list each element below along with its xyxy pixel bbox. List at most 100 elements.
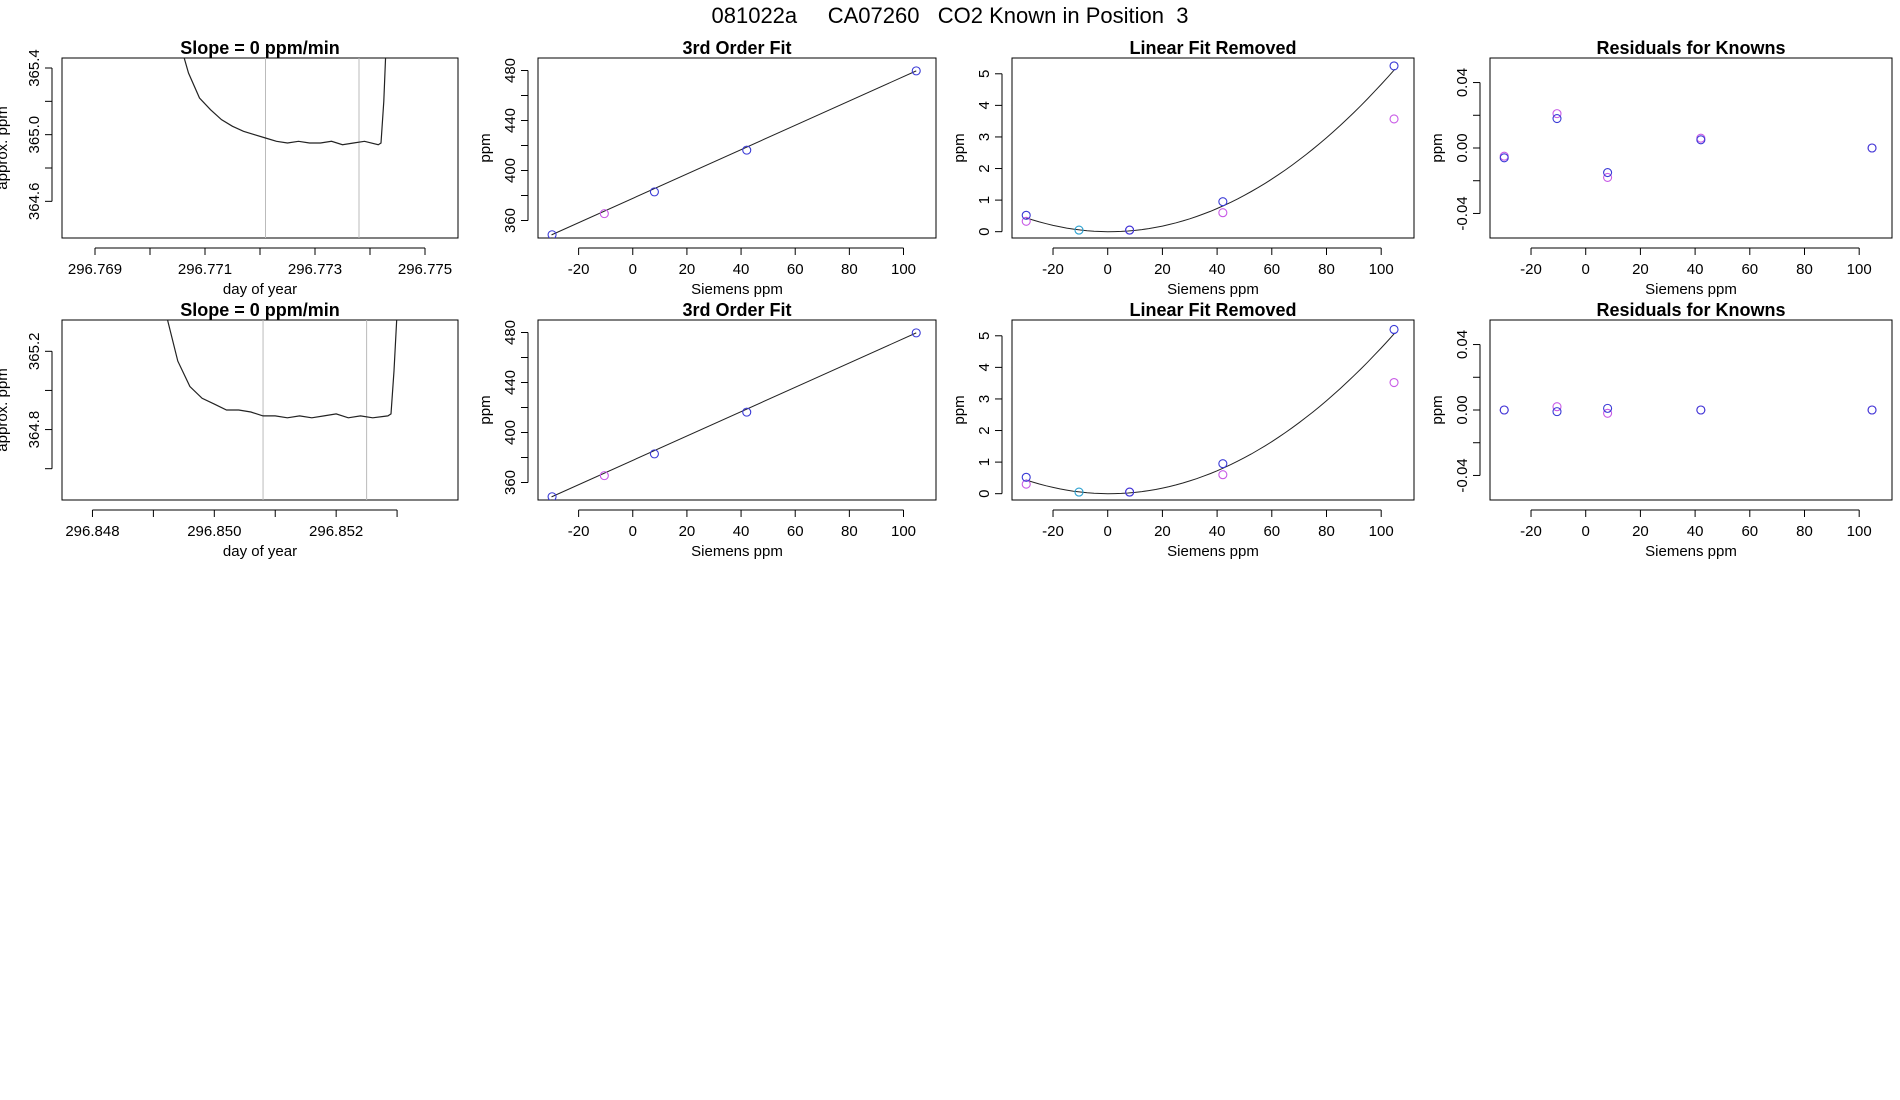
x-tick-label: -20 xyxy=(568,261,590,278)
x-tick-label: 40 xyxy=(1209,523,1226,540)
chart-title: Linear Fit Removed xyxy=(1129,38,1296,58)
data-point xyxy=(1603,172,1613,183)
y-tick-label: 0.04 xyxy=(1454,330,1471,359)
data-point xyxy=(599,471,609,481)
x-tick-label: 40 xyxy=(1687,523,1704,540)
y-tick-label: 5 xyxy=(976,70,993,78)
x-tick-label: 80 xyxy=(1796,261,1813,278)
x-tick-label: 60 xyxy=(787,523,804,540)
data-point xyxy=(742,407,752,417)
data-point xyxy=(1603,403,1613,413)
x-tick-label: 296.848 xyxy=(65,523,119,540)
data-point xyxy=(1499,153,1509,163)
x-tick-label: -20 xyxy=(1042,261,1064,278)
x-tick-label: 296.775 xyxy=(398,261,452,278)
data-point xyxy=(1603,408,1613,418)
x-tick-label: 60 xyxy=(1741,523,1758,540)
x-tick-label: -20 xyxy=(1042,523,1064,540)
data-point xyxy=(1389,324,1399,335)
data-point xyxy=(911,328,921,338)
data-point xyxy=(1696,135,1706,145)
data-point xyxy=(1552,402,1562,412)
plot-frame xyxy=(61,319,459,501)
plot-area xyxy=(547,66,921,238)
y-tick-label: 0 xyxy=(976,228,993,236)
chart-r2-resid: Residuals for Knowns Siemens ppm ppm -20 0 20… xyxy=(1429,300,1893,560)
x-tick-label: 296.850 xyxy=(187,523,241,540)
y-tick-label: 365.0 xyxy=(26,116,43,154)
plot-area xyxy=(1021,324,1399,497)
y-tick-label: 2 xyxy=(976,426,993,434)
plot-area xyxy=(547,328,921,500)
x-tick-label: 40 xyxy=(1687,261,1704,278)
data-point xyxy=(911,66,921,76)
x-axis-label: Siemens ppm xyxy=(1645,281,1737,298)
y-tick-label: 3 xyxy=(976,133,993,141)
y-tick-label: 4 xyxy=(976,101,993,109)
data-point xyxy=(1696,405,1706,415)
data-point xyxy=(1552,407,1562,417)
data-point xyxy=(1021,210,1031,220)
data-point xyxy=(1125,225,1135,235)
x-tick-label: 60 xyxy=(1263,523,1280,540)
fit-line xyxy=(551,332,917,498)
y-axis-label: ppm xyxy=(477,395,494,424)
y-tick-label: 400 xyxy=(502,420,519,445)
x-tick-label: 296.773 xyxy=(288,261,342,278)
plot-area xyxy=(1499,109,1877,183)
x-tick-label: 20 xyxy=(679,523,696,540)
plot-area xyxy=(183,58,387,238)
y-tick-label: 480 xyxy=(502,58,519,83)
chart-title: 3rd Order Fit xyxy=(682,38,791,58)
y-tick-label: 0.00 xyxy=(1454,133,1471,162)
x-tick-label: 60 xyxy=(1741,261,1758,278)
data-point xyxy=(1389,377,1399,388)
y-axis-label: approx. ppm xyxy=(0,106,11,189)
y-tick-label: 440 xyxy=(502,108,519,133)
chart-r2-fit: 3rd Order Fit Siemens ppm ppm -20 0 20 40 60 80 1… xyxy=(477,300,937,560)
x-axis-label: Siemens ppm xyxy=(1645,543,1737,560)
fit-curve xyxy=(1025,332,1396,495)
x-tick-label: 80 xyxy=(1318,523,1335,540)
y-tick-label: 4 xyxy=(976,363,993,371)
chart-title: Slope = 0 ppm/min xyxy=(180,300,340,320)
plot-frame xyxy=(1489,319,1893,501)
y-tick-label: 480 xyxy=(502,320,519,345)
chart-title: 3rd Order Fit xyxy=(682,300,791,320)
data-point xyxy=(1021,479,1031,489)
x-tick-label: 100 xyxy=(1847,261,1872,278)
chart-r1-fit: 3rd Order Fit Siemens ppm ppm -20 0 20 40 60 80 1… xyxy=(477,38,937,298)
data-point xyxy=(1021,216,1031,226)
plot-frame xyxy=(1011,57,1415,239)
y-axis-label: ppm xyxy=(477,133,494,162)
x-tick-label: 296.769 xyxy=(68,261,122,278)
x-axis-label: Siemens ppm xyxy=(1167,543,1259,560)
x-tick-label: 40 xyxy=(733,261,750,278)
x-tick-label: 100 xyxy=(1847,523,1872,540)
data-point xyxy=(547,492,557,500)
series-line xyxy=(183,58,387,146)
x-tick-label: 296.852 xyxy=(309,523,363,540)
y-tick-label: 0 xyxy=(976,490,993,498)
plot-frame xyxy=(61,57,459,239)
x-axis-label: Siemens ppm xyxy=(691,543,783,560)
y-tick-label: 1 xyxy=(976,196,993,204)
x-tick-label: 100 xyxy=(1369,261,1394,278)
y-axis-label: ppm xyxy=(951,133,968,162)
y-tick-label: 365.4 xyxy=(26,49,43,87)
x-tick-label: 80 xyxy=(841,261,858,278)
data-point xyxy=(1021,472,1031,482)
x-tick-label: 100 xyxy=(1369,523,1394,540)
plot-frame xyxy=(537,57,937,239)
x-tick-label: 80 xyxy=(1796,523,1813,540)
data-point xyxy=(547,230,557,238)
y-tick-label: 364.8 xyxy=(26,411,43,449)
x-tick-label: 0 xyxy=(1104,523,1112,540)
data-point xyxy=(1552,113,1562,124)
data-point xyxy=(1552,109,1562,119)
y-axis-label: ppm xyxy=(951,395,968,424)
x-tick-label: 0 xyxy=(1104,261,1112,278)
